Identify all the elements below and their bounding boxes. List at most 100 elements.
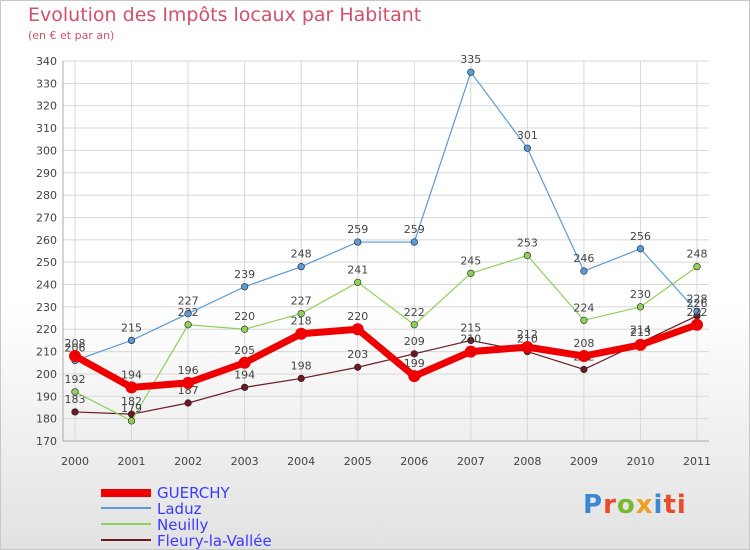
x-tick-label: 2000: [61, 455, 89, 468]
y-tick-label: 260: [36, 234, 57, 247]
chart-subtitle: (en € et par an): [28, 29, 115, 42]
x-tick-label: 2005: [344, 455, 372, 468]
legend-swatch-laduz: [101, 507, 151, 509]
data-label: 335: [460, 53, 481, 66]
y-tick-label: 280: [36, 189, 57, 202]
legend-label-guerchy: GUERCHY: [157, 484, 230, 502]
legend-label-laduz: Laduz: [157, 500, 202, 518]
data-point: [184, 309, 192, 318]
data-point: [523, 251, 531, 260]
logo-letter: i: [653, 490, 664, 520]
y-tick-label: 290: [36, 167, 57, 180]
data-label: 208: [573, 337, 594, 350]
data-point: [71, 388, 79, 396]
y-tick-label: 320: [36, 100, 57, 113]
data-label: 179: [121, 402, 142, 415]
data-label: 230: [630, 288, 651, 301]
data-point: [354, 278, 362, 286]
data-point: [580, 316, 588, 324]
data-label: 256: [630, 230, 651, 243]
y-tick-label: 190: [36, 390, 57, 403]
data-label: 198: [291, 359, 312, 372]
x-tick-label: 2004: [287, 455, 315, 468]
series-line: [74, 254, 698, 422]
data-label: 210: [517, 333, 538, 346]
chart-title: Evolution des Impôts locaux par Habitant: [28, 4, 422, 26]
y-tick-label: 300: [36, 144, 57, 157]
data-point: [521, 341, 534, 354]
data-point: [182, 376, 195, 389]
y-tick-label: 270: [36, 211, 57, 224]
data-label: 182: [121, 395, 142, 408]
data-label: 206: [65, 342, 86, 355]
logo-letter: P: [583, 490, 604, 520]
x-tick-label: 2002: [174, 455, 202, 468]
data-label: 241: [347, 263, 368, 276]
data-point: [523, 144, 531, 152]
x-tick-label: 2007: [457, 455, 485, 468]
data-point: [464, 345, 477, 358]
data-point: [238, 356, 251, 369]
data-label: 246: [573, 252, 594, 265]
y-tick-label: 330: [36, 77, 57, 90]
logo-letter: r: [603, 490, 617, 520]
data-label: 222: [404, 306, 425, 319]
legend-label-fleury: Fleury-la-Vallée: [157, 532, 272, 550]
data-point: [297, 309, 305, 318]
logo-letter: x: [635, 490, 654, 520]
data-point: [636, 303, 645, 311]
data-point: [580, 267, 588, 275]
legend-swatch-guerchy: [101, 489, 151, 497]
data-label: 222: [687, 306, 708, 319]
data-point: [297, 263, 305, 271]
data-point: [127, 336, 136, 345]
data-label: 194: [121, 368, 142, 381]
data-label: 194: [234, 368, 255, 381]
data-point: [354, 363, 362, 371]
data-label: 192: [65, 373, 86, 386]
data-label: 215: [460, 321, 481, 334]
y-tick-label: 250: [36, 256, 57, 269]
y-tick-label: 340: [36, 55, 57, 68]
legend-label-neuilly: Neuilly: [157, 516, 209, 534]
x-tick-label: 2008: [513, 455, 541, 468]
y-tick-label: 170: [36, 435, 57, 448]
data-label: 203: [347, 348, 368, 361]
logo-letter: o: [616, 490, 636, 520]
data-point: [241, 325, 249, 333]
data-point: [184, 321, 192, 329]
data-point: [410, 350, 418, 358]
data-point: [354, 238, 362, 246]
data-point: [634, 338, 647, 351]
data-point: [241, 283, 249, 291]
data-point: [184, 399, 192, 407]
data-label: 212: [517, 328, 538, 341]
y-tick-label: 180: [36, 413, 57, 426]
data-point: [125, 381, 138, 394]
data-point: [297, 374, 305, 383]
data-label: 199: [404, 357, 425, 370]
y-tick-label: 230: [36, 301, 57, 314]
data-label: 196: [178, 364, 199, 377]
data-label: 183: [65, 393, 86, 406]
x-tick-label: 2001: [118, 455, 146, 468]
data-label: 259: [347, 223, 368, 236]
data-point: [693, 307, 701, 315]
data-point: [580, 365, 588, 374]
data-point: [467, 336, 475, 345]
data-label: 301: [517, 129, 538, 142]
data-label: 213: [630, 326, 651, 339]
data-point: [351, 323, 364, 336]
data-point: [691, 318, 703, 331]
data-point: [410, 238, 418, 246]
data-label: 220: [347, 310, 368, 323]
series-line: [74, 71, 698, 362]
data-point: [410, 321, 418, 329]
legend-swatch-fleury: [101, 539, 151, 541]
proxiti-logo: Proxiti: [583, 490, 687, 520]
data-label: 228: [687, 292, 708, 305]
data-point: [693, 263, 701, 271]
data-point: [467, 269, 475, 277]
series-line: [71, 321, 701, 391]
